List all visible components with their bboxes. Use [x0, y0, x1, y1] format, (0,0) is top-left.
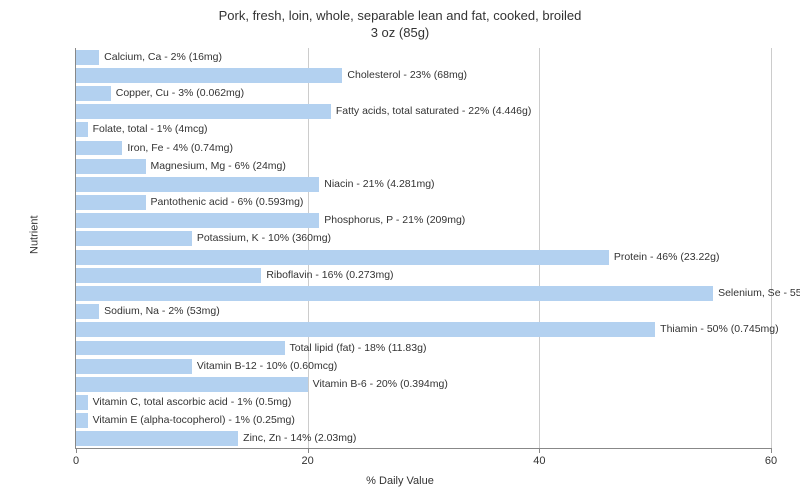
bar-label: Folate, total - 1% (4mcg): [93, 122, 208, 137]
bar: [76, 104, 331, 119]
x-tick: [771, 448, 772, 453]
bar: [76, 322, 655, 337]
bar: [76, 50, 99, 65]
bar: [76, 431, 238, 446]
x-tick: [76, 448, 77, 453]
bar: [76, 122, 88, 137]
bar: [76, 159, 146, 174]
bar-label: Vitamin B-12 - 10% (0.60mcg): [197, 359, 337, 374]
x-tick-label: 20: [302, 455, 314, 467]
chart-title: Pork, fresh, loin, whole, separable lean…: [0, 0, 800, 42]
nutrient-chart: Pork, fresh, loin, whole, separable lean…: [0, 0, 800, 500]
bar-label: Copper, Cu - 3% (0.062mg): [116, 86, 244, 101]
x-tick-label: 0: [73, 455, 79, 467]
bar: [76, 250, 609, 265]
bar: [76, 413, 88, 428]
bar: [76, 395, 88, 410]
x-tick-label: 60: [765, 455, 777, 467]
bar: [76, 231, 192, 246]
gridline: [539, 48, 540, 448]
title-line1: Pork, fresh, loin, whole, separable lean…: [219, 8, 582, 23]
bar-label: Riboflavin - 16% (0.273mg): [266, 268, 393, 283]
bar: [76, 341, 285, 356]
y-axis-label: Nutrient: [28, 215, 40, 254]
bar-label: Total lipid (fat) - 18% (11.83g): [290, 341, 427, 356]
title-line2: 3 oz (85g): [371, 25, 430, 40]
bar: [76, 359, 192, 374]
bar-label: Phosphorus, P - 21% (209mg): [324, 213, 465, 228]
bar-label: Zinc, Zn - 14% (2.03mg): [243, 431, 356, 446]
bar: [76, 195, 146, 210]
bar: [76, 86, 111, 101]
bar: [76, 68, 342, 83]
x-axis-label: % Daily Value: [366, 475, 434, 487]
bar-label: Calcium, Ca - 2% (16mg): [104, 50, 222, 65]
bar-label: Iron, Fe - 4% (0.74mg): [127, 141, 233, 156]
bar-label: Niacin - 21% (4.281mg): [324, 177, 434, 192]
bar-label: Cholesterol - 23% (68mg): [347, 68, 467, 83]
x-tick: [308, 448, 309, 453]
bar-label: Vitamin B-6 - 20% (0.394mg): [313, 377, 448, 392]
bar: [76, 177, 319, 192]
bar: [76, 286, 713, 301]
bar-label: Thiamin - 50% (0.745mg): [660, 322, 778, 337]
bar-label: Protein - 46% (23.22g): [614, 250, 720, 265]
bar-label: Magnesium, Mg - 6% (24mg): [151, 159, 286, 174]
bar-label: Vitamin C, total ascorbic acid - 1% (0.5…: [93, 395, 292, 410]
x-tick-label: 40: [533, 455, 545, 467]
bar: [76, 377, 308, 392]
bar: [76, 213, 319, 228]
bar-label: Sodium, Na - 2% (53mg): [104, 304, 220, 319]
bar: [76, 141, 122, 156]
plot-area: 0204060Calcium, Ca - 2% (16mg)Cholestero…: [75, 48, 771, 449]
bar-label: Selenium, Se - 55% (38.5mcg): [718, 286, 800, 301]
bar: [76, 268, 261, 283]
bar-label: Vitamin E (alpha-tocopherol) - 1% (0.25m…: [93, 413, 295, 428]
bar: [76, 304, 99, 319]
bar-label: Pantothenic acid - 6% (0.593mg): [151, 195, 304, 210]
x-tick: [539, 448, 540, 453]
gridline: [771, 48, 772, 448]
bar-label: Potassium, K - 10% (360mg): [197, 231, 331, 246]
bar-label: Fatty acids, total saturated - 22% (4.44…: [336, 104, 532, 119]
